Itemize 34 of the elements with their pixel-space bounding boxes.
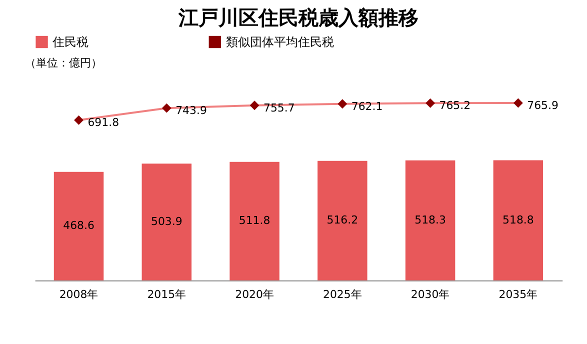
x-tick-label: 2025年 — [322, 288, 362, 301]
data-label: 765.2 — [439, 99, 471, 112]
x-tick-label: 2015年 — [147, 288, 186, 301]
data-label: 516.2 — [326, 214, 358, 227]
x-tick-label: 2030年 — [410, 288, 450, 301]
chart-title: 江戸川区住民税歳入額推移 — [177, 6, 418, 30]
x-tick-label: 2020年 — [235, 288, 274, 301]
x-tick-label: 2035年 — [498, 288, 538, 301]
point — [338, 99, 348, 109]
bar — [142, 164, 192, 280]
bar — [230, 162, 280, 280]
legend-label: 住民税 — [52, 34, 89, 49]
bar — [405, 160, 456, 280]
data-label: 691.8 — [88, 116, 120, 130]
legend-label: 類似団体平均住民税 — [226, 34, 334, 49]
point — [74, 115, 84, 125]
data-label: 518.8 — [502, 213, 534, 226]
bar — [54, 172, 104, 280]
data-label: 743.9 — [176, 104, 207, 118]
data-label: 762.1 — [351, 100, 383, 113]
bar — [318, 160, 368, 280]
data-label: 765.9 — [527, 98, 558, 112]
point — [250, 100, 260, 110]
text: （単位：億円） — [24, 56, 102, 70]
data-label: 518.3 — [414, 213, 446, 226]
point — [162, 103, 172, 113]
bar — [493, 160, 544, 280]
point — [426, 98, 436, 108]
data-label: 503.9 — [150, 214, 182, 228]
data-label: 755.7 — [263, 101, 295, 114]
data-label: 468.6 — [63, 219, 94, 232]
point — [513, 98, 523, 108]
x-tick-label: 2008年 — [59, 288, 98, 301]
data-label: 511.8 — [238, 214, 270, 228]
